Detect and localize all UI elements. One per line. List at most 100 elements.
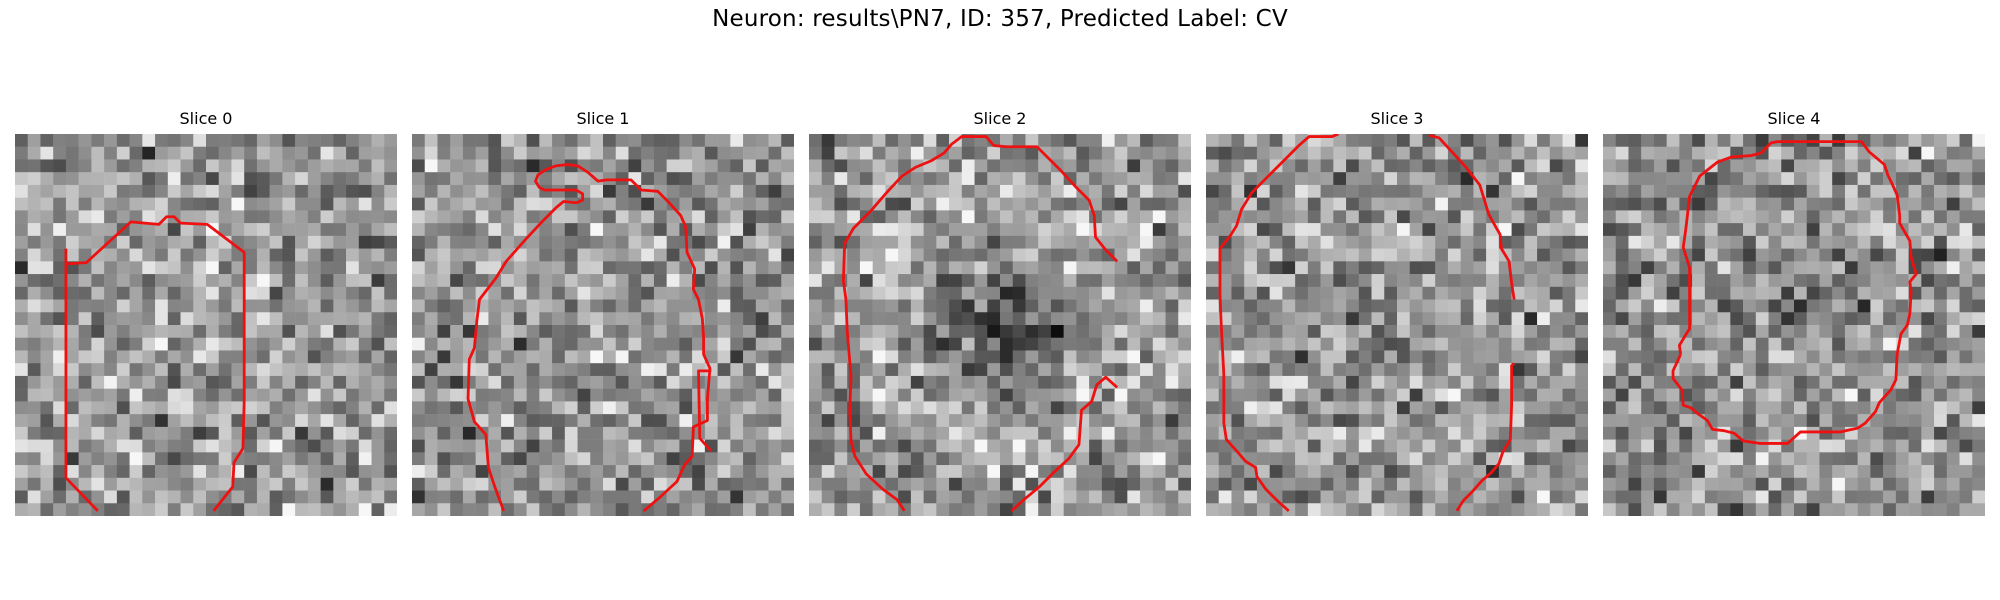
pixel <box>488 286 502 300</box>
pixel <box>116 261 130 275</box>
pixel <box>116 426 130 440</box>
pixel <box>1832 286 1846 300</box>
pixel <box>1641 439 1655 453</box>
pixel <box>847 465 861 479</box>
pixel <box>104 261 118 275</box>
pixel <box>475 223 489 237</box>
pixel <box>53 146 67 160</box>
pixel <box>1628 286 1642 300</box>
pixel <box>552 261 566 275</box>
pixel <box>1127 490 1141 504</box>
pixel <box>603 261 616 275</box>
pixel <box>424 503 438 516</box>
pixel <box>116 414 130 428</box>
pixel <box>1615 235 1629 249</box>
pixel <box>1307 197 1321 211</box>
pixel <box>615 426 629 440</box>
pixel <box>1615 172 1629 186</box>
pixel <box>1307 159 1321 173</box>
pixel <box>501 325 515 338</box>
pixel <box>1063 248 1077 262</box>
pixel <box>78 159 92 173</box>
pixel <box>424 146 438 160</box>
pixel <box>1346 248 1360 262</box>
pixel <box>320 350 334 364</box>
pixel <box>1435 503 1449 516</box>
pixel <box>923 337 937 351</box>
pixel <box>1883 197 1897 211</box>
pixel <box>590 184 604 198</box>
pixel <box>1320 414 1334 428</box>
pixel <box>1397 477 1410 491</box>
pixel <box>1537 312 1551 326</box>
pixel <box>1025 337 1039 351</box>
pixel <box>256 388 270 402</box>
pixel <box>1972 388 1985 402</box>
pixel <box>1575 375 1588 389</box>
pixel <box>1152 490 1166 504</box>
pixel <box>809 477 822 491</box>
pixel <box>371 426 385 440</box>
pixel <box>1371 503 1385 516</box>
pixel <box>333 172 347 186</box>
pixel <box>552 477 566 491</box>
pixel <box>552 146 566 160</box>
pixel <box>885 325 899 338</box>
pixel <box>552 439 566 453</box>
pixel <box>1012 299 1026 313</box>
pixel <box>1050 426 1064 440</box>
pixel <box>475 197 489 211</box>
pixel <box>1384 172 1398 186</box>
pixel <box>513 452 527 466</box>
pixel <box>129 172 143 186</box>
pixel <box>244 465 258 479</box>
pixel <box>1460 286 1474 300</box>
pixel <box>371 159 385 173</box>
pixel <box>1409 261 1423 275</box>
pixel <box>256 146 270 160</box>
pixel <box>768 172 782 186</box>
pixel <box>384 146 397 160</box>
pixel <box>1549 299 1563 313</box>
pixel <box>129 159 143 173</box>
pixel <box>1025 235 1039 249</box>
pixel <box>949 325 963 338</box>
pixel <box>358 350 372 364</box>
pixel <box>768 299 782 313</box>
pixel <box>1038 337 1052 351</box>
pixel <box>1895 299 1909 313</box>
pixel <box>1409 134 1423 147</box>
pixel <box>1615 477 1629 491</box>
pixel <box>526 465 540 479</box>
pixel <box>1152 172 1166 186</box>
pixel <box>104 159 118 173</box>
pixel <box>1549 223 1563 237</box>
pixel <box>1704 134 1718 147</box>
pixel <box>1832 375 1846 389</box>
pixel <box>488 375 502 389</box>
pixel <box>462 274 476 288</box>
pixel <box>1524 146 1538 160</box>
pixel <box>40 337 54 351</box>
pixel <box>1307 388 1321 402</box>
pixel <box>1218 452 1232 466</box>
pixel <box>1371 172 1385 186</box>
pixel <box>307 465 321 479</box>
pixel <box>1562 134 1576 147</box>
pixel <box>1806 439 1820 453</box>
pixel <box>513 388 527 402</box>
pixel <box>40 375 54 389</box>
pixel <box>834 401 848 415</box>
pixel <box>437 172 451 186</box>
pixel <box>1641 414 1655 428</box>
pixel <box>949 197 963 211</box>
pixel <box>1666 235 1680 249</box>
pixel <box>15 325 28 338</box>
pixel <box>269 426 283 440</box>
pixel <box>1921 134 1935 147</box>
pixel <box>910 503 924 516</box>
pixel <box>307 210 321 224</box>
pixel <box>1857 248 1871 262</box>
pixel <box>358 325 372 338</box>
pixel <box>1397 452 1410 466</box>
